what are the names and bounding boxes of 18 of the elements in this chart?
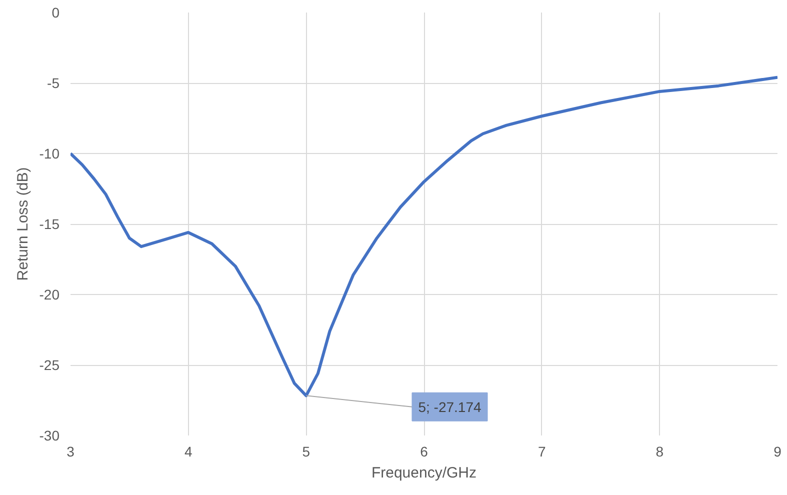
annotation: 5; -27.174 <box>418 398 482 415</box>
line-series <box>70 76 778 398</box>
x-tick-label: 4 <box>184 444 192 460</box>
y-tick-label: 0 <box>52 4 60 20</box>
x-tick-label: 7 <box>538 444 546 460</box>
y-tick-label: -20 <box>39 286 60 302</box>
y-tick-label: -25 <box>39 357 60 373</box>
x-tick-label: 6 <box>420 444 428 460</box>
y-tick-label: -30 <box>39 428 60 444</box>
x-tick-label: 3 <box>66 444 75 460</box>
x-axis-title: Frequency/GHz <box>371 464 477 482</box>
y-axis-title: Return Loss (dB) <box>14 167 32 281</box>
x-tick-label: 8 <box>656 444 664 460</box>
y-tick-label: -15 <box>39 216 60 232</box>
x-tick-label: 9 <box>774 444 782 460</box>
y-tick-label: -10 <box>39 146 60 162</box>
y-tick-label: -5 <box>47 75 60 91</box>
x-tick-label: 5 <box>302 444 310 460</box>
